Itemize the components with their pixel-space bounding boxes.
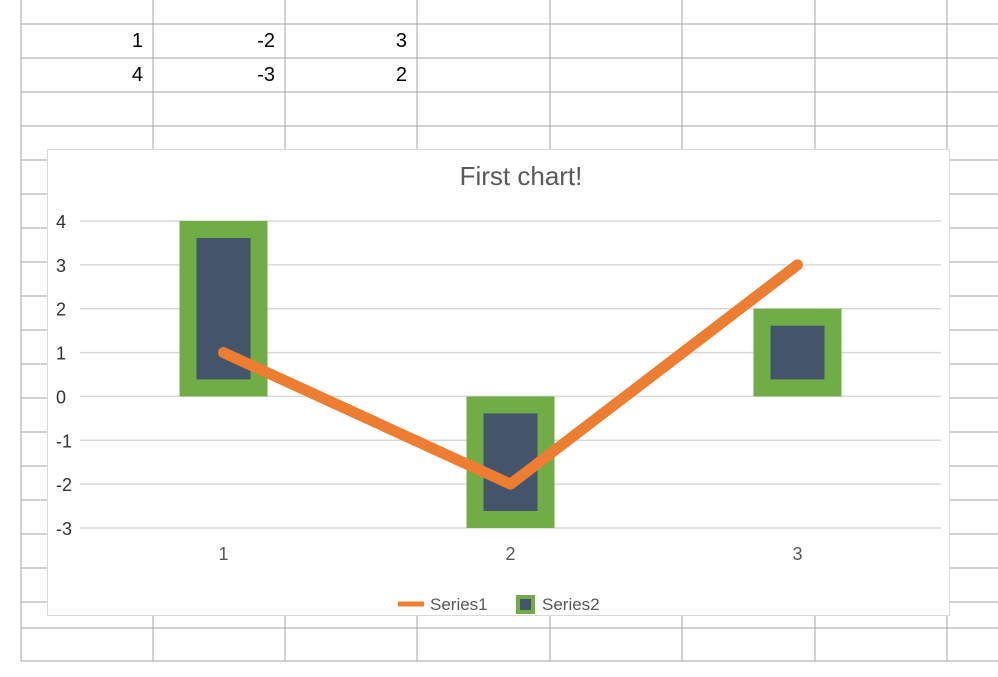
series1-point	[510, 483, 511, 485]
axis-ticks: 4 3 2 1 0 -1 -2 -3 1 2 3	[56, 212, 803, 564]
cell-b1[interactable]: -2	[257, 30, 275, 52]
series2-bars	[179, 221, 842, 528]
cell-a2[interactable]: 4	[131, 64, 143, 86]
series1-point	[223, 352, 224, 354]
y-tick-label: -1	[56, 431, 72, 451]
y-tick-label: 4	[56, 212, 66, 232]
chart-title[interactable]: First chart!	[460, 161, 583, 191]
x-tick-label: 1	[218, 544, 228, 564]
cell-b2[interactable]: -3	[257, 64, 275, 86]
legend[interactable]: Series1 Series2	[398, 595, 600, 614]
chart-area[interactable]: First chart! 4 3 2 1 0 -1 -2 -3 1 2 3 Series1 Serie…	[47, 149, 950, 616]
y-tick-label: -3	[56, 519, 72, 539]
y-tick-label: 1	[56, 344, 66, 364]
cell-c2[interactable]: 2	[395, 64, 407, 86]
legend-series2-swatch-fill	[520, 599, 531, 610]
cell-a1[interactable]: 1	[131, 30, 143, 52]
y-tick-label: 3	[56, 256, 66, 276]
bar-series2-fill	[483, 413, 538, 511]
legend-series1-label: Series1	[430, 595, 488, 614]
series1-point	[797, 264, 798, 266]
bar-series2-fill	[770, 325, 825, 380]
cell-c1[interactable]: 3	[395, 30, 407, 52]
series1-line-group	[218, 259, 803, 490]
y-tick-label: -2	[56, 475, 72, 495]
y-tick-label: 2	[56, 300, 66, 320]
x-tick-label: 3	[792, 544, 802, 564]
legend-series2-label: Series2	[542, 595, 600, 614]
y-tick-label: 0	[56, 387, 66, 407]
x-tick-label: 2	[505, 544, 515, 564]
